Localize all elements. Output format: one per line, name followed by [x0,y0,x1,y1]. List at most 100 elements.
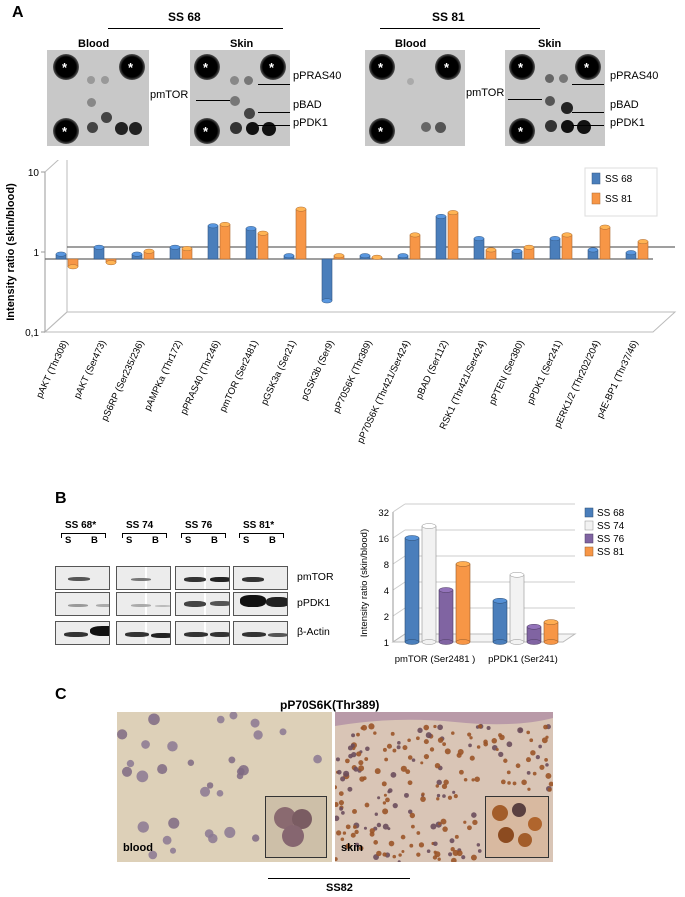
skin-cell [408,809,413,814]
chart-a-side-wall [44,160,68,334]
chart-a-ytick-label: 1 [33,248,39,259]
skin-cell [438,822,442,826]
chart-b-legend: SS 68 SS 74 SS 76 SS 81 [584,507,625,558]
chart-b-ytick-label: 8 [384,560,389,571]
skin-cell [345,758,350,764]
skin-cell [499,734,505,741]
blood-cell [216,715,225,724]
skin-cell [345,843,351,849]
panel-c-title: pP70S6K(Thr389) [280,698,380,712]
skin-cell [548,781,553,787]
wb-blot-cell [55,621,110,645]
skin-cell [385,797,390,803]
skin-cell [521,779,527,786]
wb-sample-ss-76: SS 76 [185,520,213,531]
skin-cell [452,790,456,794]
chart-a-ytick-label: 10 [28,168,40,179]
blood-cell [208,833,218,844]
skin-cell [525,757,532,763]
array-blot-ss68-blood: * * * [47,50,149,146]
skin-cell [373,731,377,735]
wb-blot-cell [233,621,288,645]
skin-cell [335,802,339,808]
skin-cell [343,770,350,777]
chart-b-grid-side [392,607,406,617]
legend-label-ss-74: SS 74 [597,521,625,532]
blood-cell [136,770,149,783]
skin-cell [353,766,359,772]
chart-b-ytick-label: 1 [384,638,389,649]
skin-cell [418,842,425,848]
skin-cell [450,847,455,852]
group2-title: SS 81 [432,10,465,24]
wb-lane-b: B [152,535,159,546]
blood-cell [224,826,236,838]
bar-ss-68-ppten-ser380 [511,248,523,260]
skin-cell [441,783,448,790]
skin-cell [433,841,438,847]
group1-blood-label: Blood [78,38,110,50]
bar-ss-68-pakt-thr308 [55,251,67,260]
group2-skin-label: Skin [538,38,562,50]
skin-cell [396,745,401,750]
wb-blot-cell [55,592,110,616]
blood-cell [148,850,158,860]
bar-ss-81-ps6rp-ser235-236 [143,248,155,260]
skin-cell [547,787,552,792]
chart-b-xtick-label: pPDK1 (Ser241) [488,654,558,665]
skin-cell [495,747,499,752]
legend-label-ss-68: SS 68 [605,174,633,185]
skin-cell [449,838,455,844]
wb-blot-cell [116,621,171,645]
bar-ss-68-pgsk3a-ser21 [283,253,295,260]
group1-title: SS 68 [168,10,201,24]
skin-cell [436,793,441,798]
bar-ss-68-ppras40-thr246 [207,223,219,260]
legend-swatch-ss-68 [584,507,594,518]
skin-cell [452,849,459,857]
skin-cell [539,764,545,770]
skin-cell [433,850,437,854]
skin-cell [417,727,423,734]
skin-cell [442,794,446,798]
skin-cell [335,857,338,861]
wb-lane-b: B [211,535,218,546]
skin-cell [476,843,481,847]
wb-blot-cell [175,621,230,645]
skin-cell [382,823,389,830]
skin-cell [440,818,447,825]
skin-cell [352,809,357,814]
panel-c-letter: C [55,686,67,703]
inset-skin [485,796,549,858]
ss82-label: SS82 [326,882,353,894]
blood-cell [168,817,180,829]
skin-cell [476,745,481,749]
legend-swatch-ss-76 [584,533,594,544]
skin-cell [392,748,397,753]
chart-b-xtick-label: pmTOR (Ser2481 ) [395,654,476,665]
ss82-line [268,878,410,879]
bar-ss-68-pp70s6k-thr389 [359,253,371,260]
chart-a-xtick-label: pAKT (Ser473) [72,339,109,401]
bar-ss-68-perk1-2-thr202-204 [587,247,599,260]
skin-cell [461,855,466,860]
legend-swatch-ss-81 [584,546,594,557]
chart-a-legend: SS 68 SS 81 [584,167,658,217]
skin-cell [453,794,458,799]
skin-cell [376,822,382,828]
blood-cell [169,847,177,854]
skin-cell [358,845,364,851]
panel-b-letter: B [55,490,67,507]
legend-label-ss-81: SS 81 [597,547,625,558]
wb-sample-ss-68: SS 68* [65,520,97,531]
skin-cell [437,737,444,743]
legend-swatch-ss-81 [591,192,601,205]
bar-ss-76-ppdk1-ser241 [526,624,542,645]
bar-ss-68-pbad-ser112 [435,214,447,260]
blood-cell [250,718,260,728]
skin-cell [426,849,431,854]
wb-row-pmtor: pmTOR [297,571,334,583]
blood-cell [162,835,172,845]
bar-ss-81-pp70s6k-thr389 [371,254,383,260]
skin-cell [335,757,340,762]
